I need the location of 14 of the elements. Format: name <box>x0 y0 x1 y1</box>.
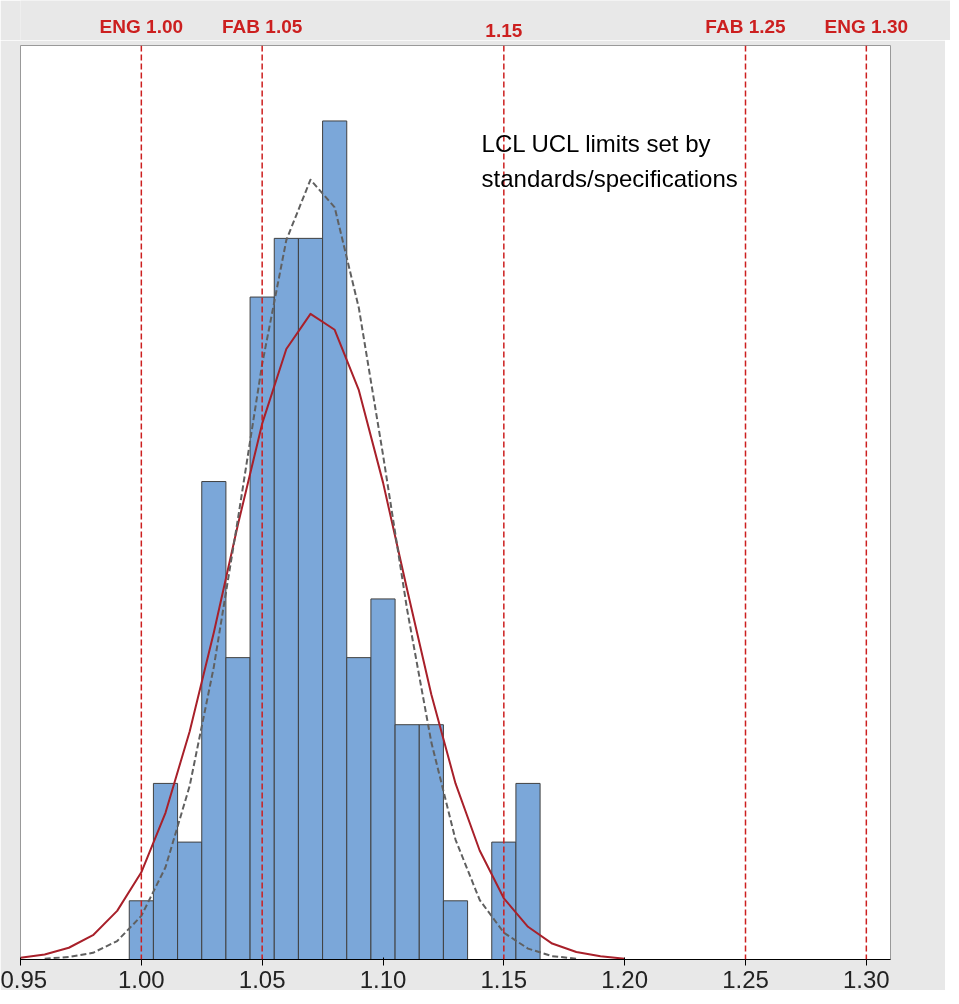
x-tick-label: 1.10 <box>359 965 407 993</box>
x-tick-label: 1.15 <box>480 965 528 993</box>
x-tick-label: 0.95 <box>0 965 48 993</box>
ref-line-label: FAB 1.25 <box>705 15 787 37</box>
x-tick-label: 1.05 <box>238 965 286 993</box>
ref-line-label: FAB 1.05 <box>222 15 303 37</box>
annotation: LCL UCL limits set by standards/specifications <box>481 129 738 192</box>
x-tick-label: 1.25 <box>722 965 769 993</box>
ref-line-label: ENG 1.00 <box>99 15 184 37</box>
x-tick-label: 1.00 <box>117 965 165 993</box>
ref-line-label: ENG 1.30 <box>824 15 909 37</box>
x-tick-label: 1.20 <box>601 965 649 993</box>
x-tick-label: 1.30 <box>842 965 890 993</box>
ref-line-label: 1.15 <box>485 19 523 41</box>
